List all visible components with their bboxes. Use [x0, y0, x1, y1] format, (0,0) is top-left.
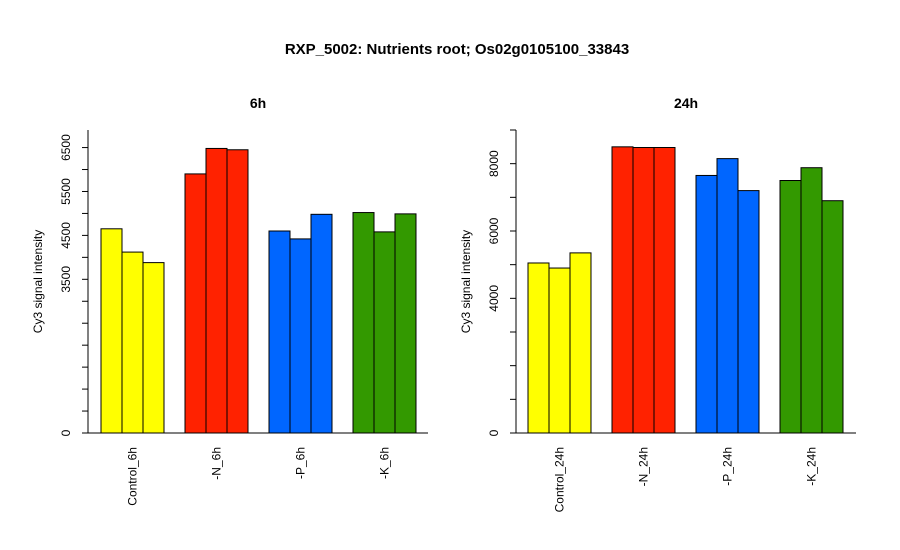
y-tick-label-1: 0 — [487, 429, 501, 436]
panel-title-0: 6h — [250, 95, 266, 111]
x-category-label-0-1: -N_6h — [210, 447, 224, 480]
x-category-label-1-0: Control_24h — [553, 447, 567, 512]
y-tick-label-0: 0 — [59, 429, 73, 436]
bar-1-1-0 — [611, 146, 634, 434]
y-tick-label-0: 6500 — [59, 134, 73, 161]
bar-1-3-2 — [821, 200, 844, 434]
bar-1-2-1 — [716, 158, 739, 434]
bar-0-2-0 — [268, 230, 291, 434]
bar-1-0-2 — [569, 252, 592, 434]
bar-1-2-2 — [737, 190, 760, 434]
y-tick-label-1: 8000 — [487, 150, 501, 177]
bar-0-1-2 — [226, 149, 249, 434]
x-category-label-0-0: Control_6h — [126, 447, 140, 506]
y-tick-label-1: 6000 — [487, 217, 501, 244]
y-tick-label-0: 3500 — [59, 266, 73, 293]
y-axis-label-0: Cy3 signal intensity — [31, 230, 45, 333]
bar-1-0-1 — [548, 267, 571, 434]
chart-main-title: RXP_5002: Nutrients root; Os02g0105100_3… — [285, 41, 629, 58]
bar-0-0-2 — [142, 262, 165, 434]
y-tick-label-0: 5500 — [59, 178, 73, 205]
bar-1-0-0 — [527, 262, 550, 434]
bar-0-2-1 — [289, 238, 312, 434]
bar-1-3-0 — [779, 180, 802, 434]
panel-title-1: 24h — [674, 95, 698, 111]
bar-0-3-2 — [394, 213, 417, 434]
bar-0-2-2 — [310, 213, 333, 434]
x-category-label-0-3: -K_6h — [378, 447, 392, 479]
bar-0-1-0 — [184, 173, 207, 434]
x-category-label-1-2: -P_24h — [721, 447, 735, 486]
bar-0-3-1 — [373, 231, 396, 434]
y-tick-label-1: 4000 — [487, 285, 501, 312]
y-axis-label-1: Cy3 signal intensity — [459, 230, 473, 333]
bar-1-1-2 — [653, 147, 676, 434]
bar-1-3-1 — [800, 167, 823, 434]
bar-0-1-1 — [205, 147, 228, 434]
bar-1-1-1 — [632, 147, 655, 434]
bar-0-3-0 — [352, 212, 375, 434]
y-tick-label-0: 4500 — [59, 222, 73, 249]
x-category-label-0-2: -P_6h — [294, 447, 308, 479]
x-category-label-1-1: -N_24h — [637, 447, 651, 486]
x-category-label-1-3: -K_24h — [805, 447, 819, 486]
bar-0-0-1 — [121, 251, 144, 434]
bar-1-2-0 — [695, 174, 718, 434]
bar-0-0-0 — [100, 228, 123, 434]
